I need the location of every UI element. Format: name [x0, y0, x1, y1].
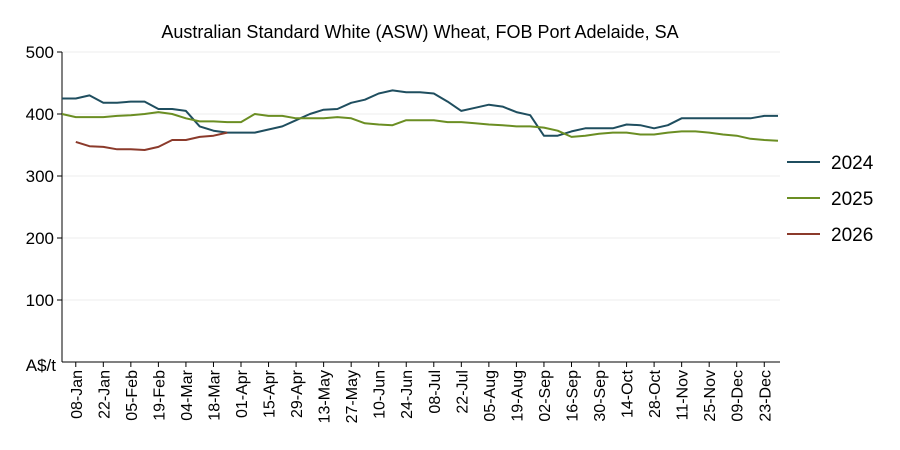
gridlines [62, 51, 780, 301]
series-line-2024 [62, 89, 778, 137]
x-tick-label: 04-Mar [179, 369, 196, 420]
x-tick-label: 29-Apr [289, 369, 306, 418]
y-tick-label: 500 [26, 43, 54, 62]
x-tick-label: 28-Oct [647, 369, 664, 418]
x-tick-label: 25-Nov [702, 370, 719, 422]
x-tick-label: 22-Jul [454, 370, 471, 414]
axes [61, 52, 780, 363]
x-tick-label: 24-Jun [399, 370, 416, 419]
x-tick-label: 09-Dec [730, 370, 747, 422]
x-tick-label: 10-Jun [372, 370, 389, 419]
legend-label-2024: 2024 [831, 153, 874, 174]
x-tick-label: 19-Feb [151, 370, 168, 421]
legend-label-2026: 2026 [831, 225, 873, 246]
y-axis-ticks: 500 400 300 200 100 [26, 43, 62, 310]
x-tick-label: 27-May [344, 370, 361, 423]
x-tick-label: 13-May [317, 370, 334, 423]
x-tick-label: 02-Sep [537, 370, 554, 422]
y-axis-label: A$/t [26, 356, 57, 375]
x-tick-label: 22-Jan [96, 370, 113, 419]
x-tick-label: 11-Nov [675, 370, 692, 420]
y-tick-label: 300 [26, 167, 54, 186]
x-tick-label: 18-Mar [206, 369, 223, 420]
x-tick-label: 15-Apr [262, 369, 279, 418]
x-tick-label: 08-Jan [69, 370, 86, 419]
x-tick-label: 16-Sep [564, 370, 581, 422]
y-tick-label: 400 [26, 105, 54, 124]
y-tick-label: 100 [26, 291, 54, 310]
x-tick-label: 05-Feb [124, 370, 141, 421]
legend: 2024 2025 2026 [787, 153, 874, 246]
series-lines [61, 89, 779, 151]
x-tick-label: 05-Aug [482, 370, 499, 422]
x-tick-label: 30-Sep [592, 370, 609, 422]
series-line-2026 [75, 131, 228, 151]
chart-title: Australian Standard White (ASW) Wheat, F… [161, 22, 678, 42]
x-axis-ticks: 08-Jan 22-Jan 05-Feb 19-Feb 04-Mar 18-Mar 01-A… [69, 362, 774, 423]
x-tick-label: 01-Apr [234, 369, 251, 418]
x-tick-label: 23-Dec [757, 370, 774, 422]
x-tick-label: 08-Jul [427, 370, 444, 414]
series-line-2025 [61, 111, 779, 142]
x-tick-label: 14-Oct [620, 369, 637, 418]
x-tick-label: 19-Aug [509, 370, 526, 422]
legend-label-2025: 2025 [831, 189, 873, 210]
y-tick-label: 200 [26, 229, 54, 248]
